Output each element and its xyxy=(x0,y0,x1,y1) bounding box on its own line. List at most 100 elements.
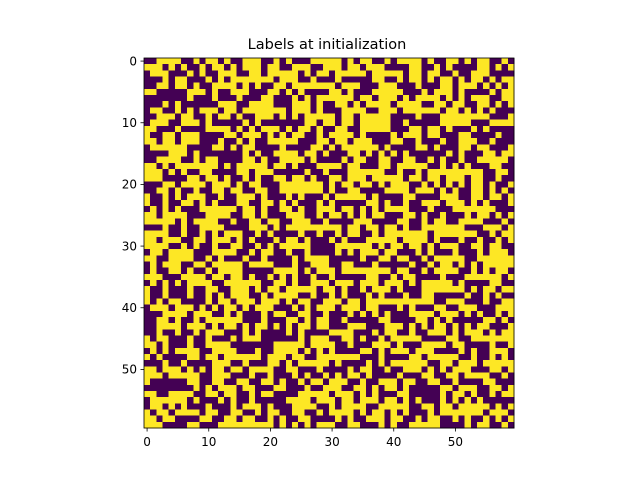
heatmap-cell xyxy=(415,113,422,121)
heatmap-cell xyxy=(390,119,398,127)
heatmap-cell xyxy=(501,113,509,121)
heatmap-cell xyxy=(267,169,274,176)
heatmap-cell xyxy=(396,378,404,386)
heatmap-cell xyxy=(507,286,515,293)
heatmap-cell xyxy=(470,372,478,380)
heatmap-cell xyxy=(162,384,170,392)
heatmap-cell xyxy=(421,119,429,127)
heatmap-cell xyxy=(421,199,429,207)
heatmap-cell xyxy=(390,286,398,293)
heatmap-cell xyxy=(187,286,194,293)
heatmap-cell xyxy=(298,193,305,201)
heatmap-cell xyxy=(501,310,509,318)
heatmap-cell xyxy=(384,304,392,312)
heatmap-cell xyxy=(378,101,385,108)
heatmap-cell xyxy=(477,310,484,318)
heatmap-cell xyxy=(144,107,151,114)
heatmap-cell xyxy=(440,144,447,151)
heatmap-cell xyxy=(415,162,422,170)
heatmap-cell xyxy=(341,212,348,219)
heatmap-cell xyxy=(421,138,429,145)
heatmap-cell xyxy=(464,187,472,195)
heatmap-cell xyxy=(477,249,484,256)
heatmap-cell xyxy=(199,58,207,65)
heatmap-cell xyxy=(285,218,293,225)
heatmap-cell xyxy=(409,119,416,127)
heatmap-cell xyxy=(329,366,336,373)
heatmap-cell xyxy=(267,261,274,269)
heatmap-cell xyxy=(359,347,367,355)
heatmap-cell xyxy=(421,206,429,213)
heatmap-cell xyxy=(193,82,200,90)
heatmap-cell xyxy=(378,292,385,299)
heatmap-cell xyxy=(359,304,367,312)
heatmap-cell xyxy=(211,255,219,262)
heatmap-cell xyxy=(181,181,188,188)
heatmap-cell xyxy=(242,366,250,373)
heatmap-cell xyxy=(483,323,490,330)
heatmap-cell xyxy=(335,273,342,281)
heatmap-cell xyxy=(248,298,256,306)
heatmap-cell xyxy=(359,101,367,108)
heatmap-cell xyxy=(335,292,342,299)
heatmap-cell xyxy=(421,101,429,108)
heatmap-cell xyxy=(304,354,311,361)
heatmap-cell xyxy=(298,113,305,121)
heatmap-cell xyxy=(304,292,311,299)
heatmap-cell xyxy=(316,156,324,164)
heatmap-cell xyxy=(421,82,429,90)
heatmap-cell xyxy=(347,119,355,127)
heatmap-cell xyxy=(168,243,176,250)
heatmap-cell xyxy=(248,317,256,324)
heatmap-cell xyxy=(440,273,447,281)
heatmap-cell xyxy=(372,304,379,312)
heatmap-cell xyxy=(489,255,496,262)
heatmap-cell xyxy=(409,286,416,293)
heatmap-cell xyxy=(372,169,379,176)
heatmap-cell xyxy=(329,144,336,151)
heatmap-cell xyxy=(316,360,324,367)
heatmap-cell xyxy=(347,378,355,386)
heatmap-cell xyxy=(181,82,188,90)
heatmap-cell xyxy=(372,323,379,330)
heatmap-cell xyxy=(372,384,379,392)
heatmap-cell xyxy=(495,255,503,262)
heatmap-cell xyxy=(181,360,188,367)
heatmap-cell xyxy=(501,181,509,188)
heatmap-cell xyxy=(193,335,200,343)
heatmap-cell xyxy=(261,218,268,225)
heatmap-cell xyxy=(248,95,256,102)
heatmap-cell xyxy=(329,64,336,71)
heatmap-cell xyxy=(316,372,324,380)
heatmap-cell xyxy=(150,169,157,176)
heatmap-cell xyxy=(156,261,163,269)
heatmap-cell xyxy=(224,421,231,429)
heatmap-cell xyxy=(470,249,478,256)
heatmap-cell xyxy=(390,107,398,114)
heatmap-cell xyxy=(218,409,225,417)
heatmap-cell xyxy=(218,267,225,275)
heatmap-cell xyxy=(390,372,398,380)
heatmap-cell xyxy=(267,175,274,182)
heatmap-cell xyxy=(230,267,237,275)
heatmap-cell xyxy=(322,82,330,90)
heatmap-cell xyxy=(359,181,367,188)
heatmap-cell xyxy=(261,415,268,423)
heatmap-cell xyxy=(396,261,404,269)
heatmap-cell xyxy=(409,415,416,423)
heatmap-cell xyxy=(292,347,299,355)
heatmap-cell xyxy=(341,366,348,373)
heatmap-cell xyxy=(199,360,207,367)
heatmap-cell xyxy=(224,341,231,349)
heatmap-cell xyxy=(156,162,163,170)
heatmap-cell xyxy=(205,187,213,195)
heatmap-cell xyxy=(162,113,170,121)
heatmap-cell xyxy=(304,273,311,281)
heatmap-cell xyxy=(359,298,367,306)
heatmap-cell xyxy=(409,384,416,392)
heatmap-cell xyxy=(242,255,250,262)
heatmap-cell xyxy=(335,206,342,213)
heatmap-cell xyxy=(329,156,336,164)
heatmap-cell xyxy=(440,415,447,423)
heatmap-cell xyxy=(236,261,244,269)
